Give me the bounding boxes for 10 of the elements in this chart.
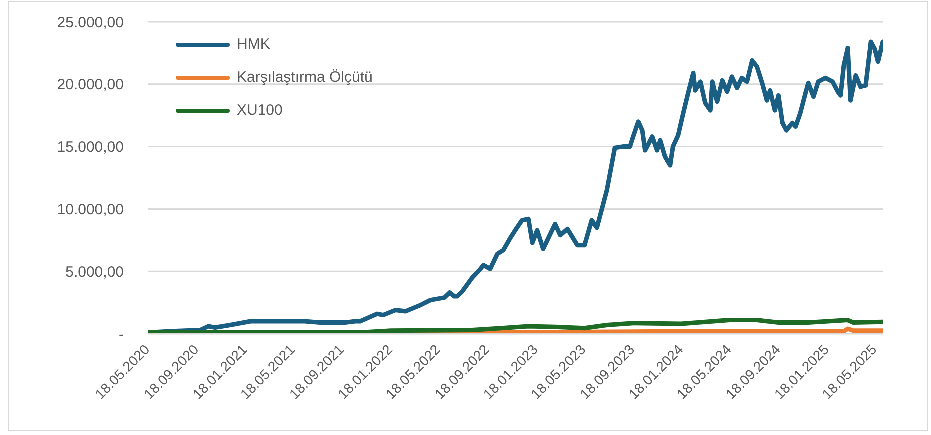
y-tick-label: - (119, 326, 124, 344)
y-tick-label: 20.000,00 (57, 76, 124, 94)
y-tick-label: 15.000,00 (57, 139, 124, 156)
legend-label: XU100 (237, 102, 283, 119)
y-tick-label: 5.000,00 (66, 264, 124, 281)
y-tick-label: 25.000,00 (57, 14, 124, 32)
y-tick-label: 10.000,00 (57, 202, 124, 219)
legend-label: HMK (237, 36, 270, 53)
line-series (148, 318, 883, 334)
legend-label: Karşılaştırma Ölçütü (237, 69, 373, 86)
